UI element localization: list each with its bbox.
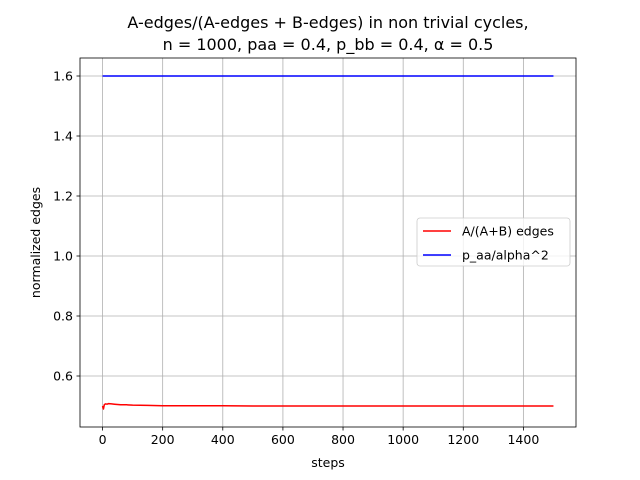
y-tick-label: 1.2 <box>53 189 73 204</box>
y-tick-label: 1.6 <box>53 69 73 84</box>
x-axis: 0 200 400 600 800 1000 1200 1400 <box>99 427 539 447</box>
x-tick-label: 0 <box>99 432 107 447</box>
x-tick-label: 400 <box>211 432 235 447</box>
x-tick-label: 800 <box>331 432 355 447</box>
y-tick-label: 0.6 <box>53 369 73 384</box>
y-tick-label: 1.0 <box>53 249 73 264</box>
chart-subtitle: n = 1000, paa = 0.4, p_bb = 0.4, α = 0.5 <box>163 35 494 55</box>
series-lines <box>101 75 554 410</box>
x-tick-label: 1000 <box>387 432 419 447</box>
x-tick-label: 600 <box>271 432 295 447</box>
series-line-a-over-ab <box>101 402 554 410</box>
legend-label-paa-over-alpha2: p_aa/alpha^2 <box>462 248 549 263</box>
legend-box <box>416 217 571 267</box>
y-tick-label: 1.4 <box>53 129 73 144</box>
legend: A/(A+B) edges p_aa/alpha^2 <box>416 217 571 267</box>
chart-title: A-edges/(A-edges + B-edges) in non trivi… <box>127 13 528 32</box>
plot-frame <box>79 57 577 428</box>
x-tick-label: 1200 <box>447 432 479 447</box>
y-tick-label: 0.8 <box>53 309 73 324</box>
x-tick-label: 1400 <box>507 432 539 447</box>
y-axis: 0.6 0.8 1.0 1.2 1.4 1.6 <box>53 69 80 384</box>
x-axis-label: steps <box>311 455 345 470</box>
y-axis-label: normalized edges <box>28 187 43 298</box>
x-tick-label: 200 <box>151 432 175 447</box>
legend-label-a-over-ab: A/(A+B) edges <box>462 224 554 239</box>
